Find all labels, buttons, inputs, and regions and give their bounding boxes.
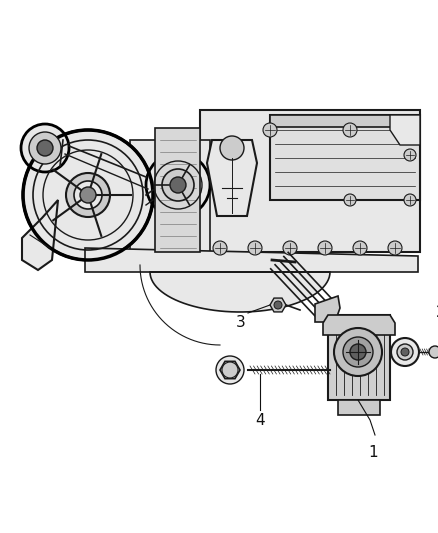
Circle shape [146, 153, 210, 217]
Polygon shape [270, 115, 420, 127]
Polygon shape [270, 298, 286, 312]
Circle shape [80, 187, 96, 203]
Circle shape [283, 241, 297, 255]
Circle shape [29, 132, 61, 164]
Polygon shape [390, 115, 420, 145]
Text: 3: 3 [236, 315, 246, 330]
Polygon shape [328, 315, 390, 400]
Circle shape [429, 346, 438, 358]
Circle shape [213, 241, 227, 255]
Polygon shape [130, 140, 210, 252]
Circle shape [220, 136, 244, 160]
Circle shape [344, 194, 356, 206]
Polygon shape [200, 110, 420, 252]
Polygon shape [338, 400, 380, 415]
Text: 1: 1 [368, 445, 378, 460]
Circle shape [263, 123, 277, 137]
Polygon shape [220, 361, 240, 378]
Circle shape [353, 241, 367, 255]
Circle shape [66, 173, 110, 217]
Circle shape [248, 241, 262, 255]
Polygon shape [155, 128, 200, 252]
Polygon shape [270, 115, 420, 200]
Polygon shape [323, 315, 395, 335]
Circle shape [37, 140, 53, 156]
Circle shape [404, 149, 416, 161]
Circle shape [350, 344, 366, 360]
Circle shape [162, 169, 194, 201]
Circle shape [222, 362, 238, 378]
Circle shape [343, 337, 373, 367]
Circle shape [401, 348, 409, 356]
Circle shape [391, 338, 419, 366]
Circle shape [318, 241, 332, 255]
Circle shape [404, 194, 416, 206]
Text: 2: 2 [436, 305, 438, 320]
Circle shape [334, 328, 382, 376]
Polygon shape [207, 140, 257, 216]
Polygon shape [22, 200, 58, 270]
Circle shape [21, 124, 69, 172]
Circle shape [23, 130, 153, 260]
Circle shape [170, 177, 186, 193]
Polygon shape [150, 272, 330, 312]
Circle shape [388, 241, 402, 255]
Circle shape [274, 301, 282, 309]
Polygon shape [85, 248, 418, 272]
Circle shape [397, 344, 413, 360]
Text: 4: 4 [255, 413, 265, 428]
Circle shape [216, 356, 244, 384]
Circle shape [343, 123, 357, 137]
Circle shape [74, 181, 102, 209]
Polygon shape [315, 296, 340, 322]
